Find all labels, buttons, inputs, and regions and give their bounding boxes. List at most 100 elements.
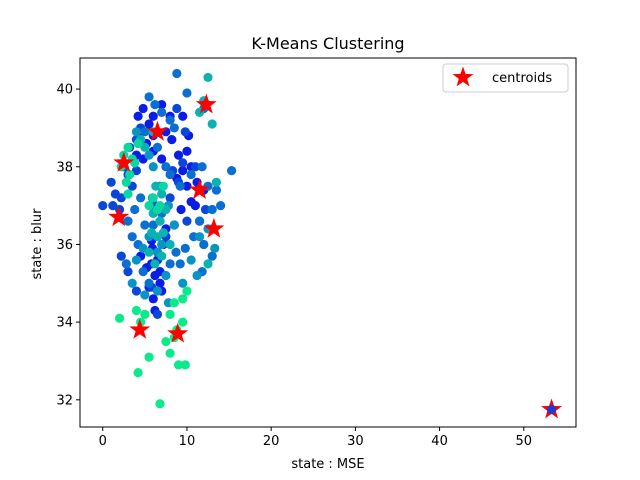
data-point-cluster-2 <box>226 166 237 176</box>
data-point-cluster-5 <box>158 181 168 191</box>
y-axis-label: state : blur <box>30 208 45 280</box>
data-point-cluster-1 <box>116 251 126 261</box>
legend-box <box>442 63 569 93</box>
data-point-cluster-2 <box>157 107 167 117</box>
data-point-cluster-2 <box>140 127 150 137</box>
data-point-cluster-6 <box>131 305 142 316</box>
data-point-cluster-5 <box>133 138 143 149</box>
legend-star-icon <box>452 66 474 87</box>
data-point-cluster-2 <box>144 92 154 102</box>
x-tick-label: 10 <box>179 434 196 449</box>
data-point-cluster-2 <box>172 68 182 79</box>
centroid-star-7 <box>167 322 189 343</box>
data-point-cluster-4 <box>203 72 213 83</box>
data-point-cluster-3 <box>140 290 150 300</box>
data-point-cluster-1 <box>98 201 108 211</box>
data-point-cluster-1 <box>106 177 116 187</box>
data-point-cluster-0 <box>155 278 165 288</box>
data-point-cluster-2 <box>150 100 160 110</box>
y-tick-label: 32 <box>56 393 73 408</box>
y-tick-label: 36 <box>56 238 73 253</box>
data-point-cluster-6 <box>173 360 184 370</box>
data-point-cluster-6 <box>165 348 175 358</box>
data-point-cluster-2 <box>121 259 131 269</box>
x-axis-ticks: 0 10 20 30 40 50 <box>99 427 532 449</box>
data-point-cluster-4 <box>207 119 217 129</box>
plot-frame <box>79 57 577 428</box>
data-point-cluster-4 <box>140 142 150 152</box>
data-point-cluster-3 <box>148 162 158 172</box>
data-point-cluster-6 <box>182 286 192 296</box>
data-point-cluster-6 <box>133 368 143 378</box>
data-point-cluster-1 <box>178 158 188 168</box>
data-point-cluster-2 <box>161 162 171 172</box>
data-point-cluster-1 <box>108 201 118 211</box>
data-point-cluster-0 <box>178 166 188 176</box>
data-point-cluster-3 <box>131 255 142 265</box>
data-point-cluster-2 <box>123 216 133 226</box>
data-point-cluster-1 <box>131 166 142 176</box>
data-point-cluster-2 <box>175 259 185 269</box>
data-point-cluster-2 <box>207 251 217 261</box>
data-point-cluster-6 <box>169 298 179 308</box>
data-point-cluster-2 <box>165 115 175 125</box>
data-point-cluster-5 <box>144 201 154 211</box>
data-point-cluster-4 <box>211 177 222 187</box>
data-points <box>98 68 557 415</box>
data-point-cluster-1 <box>123 267 133 277</box>
data-point-cluster-0 <box>138 103 148 114</box>
data-point-cluster-2 <box>211 185 222 195</box>
data-point-cluster-2 <box>194 216 205 226</box>
data-point-cluster-0 <box>144 119 154 129</box>
data-point-cluster-1 <box>172 103 182 114</box>
data-point-cluster-3 <box>169 220 179 230</box>
data-point-cluster-6 <box>178 317 188 327</box>
data-point-cluster-4 <box>158 228 168 238</box>
data-point-cluster-3 <box>131 127 142 137</box>
centroid-markers <box>108 93 563 419</box>
data-point-cluster-2 <box>216 201 226 211</box>
chart-title: K-Means Clustering <box>251 34 404 53</box>
data-point-cluster-5 <box>152 204 163 215</box>
data-point-cluster-0 <box>182 146 192 156</box>
data-point-cluster-2 <box>175 181 185 191</box>
data-point-cluster-0 <box>148 111 158 121</box>
data-point-cluster-4 <box>157 189 167 199</box>
data-point-cluster-1 <box>165 193 175 203</box>
x-tick-label: 20 <box>263 434 280 449</box>
data-point-cluster-3 <box>194 232 205 242</box>
data-point-cluster-2 <box>136 193 146 203</box>
data-point-cluster-5 <box>148 193 158 203</box>
data-point-cluster-2 <box>165 259 175 269</box>
data-point-cluster-2 <box>197 162 207 172</box>
data-point-cluster-0 <box>157 100 167 110</box>
data-point-cluster-3 <box>210 243 220 253</box>
centroid-star-2 <box>113 151 135 172</box>
data-point-cluster-5 <box>125 169 135 180</box>
data-point-cluster-0 <box>157 154 167 164</box>
data-point-cluster-5 <box>121 177 131 187</box>
data-point-cluster-4 <box>151 181 161 191</box>
data-point-cluster-2 <box>180 243 190 253</box>
data-point-cluster-6 <box>114 313 125 323</box>
data-point-cluster-3 <box>127 278 137 288</box>
y-tick-label: 34 <box>56 316 73 331</box>
data-point-cluster-3 <box>152 286 163 296</box>
data-point-cluster-0 <box>148 294 158 304</box>
data-point-cluster-2 <box>152 142 163 152</box>
data-point-cluster-2 <box>207 204 217 215</box>
data-point-cluster-4 <box>150 259 160 269</box>
x-tick-label: 50 <box>516 434 533 449</box>
data-point-cluster-0 <box>182 181 192 191</box>
y-tick-label: 40 <box>56 83 73 98</box>
centroid-star-1 <box>147 120 168 141</box>
data-point-cluster-3 <box>178 278 188 288</box>
centroid-star-4 <box>108 206 130 227</box>
data-point-cluster-0 <box>167 134 177 145</box>
data-point-cluster-2 <box>138 267 148 277</box>
data-point-cluster-2 <box>182 88 192 98</box>
data-point-cluster-1 <box>131 286 142 296</box>
data-point-cluster-4 <box>155 216 165 226</box>
data-point-cluster-2 <box>130 204 140 215</box>
